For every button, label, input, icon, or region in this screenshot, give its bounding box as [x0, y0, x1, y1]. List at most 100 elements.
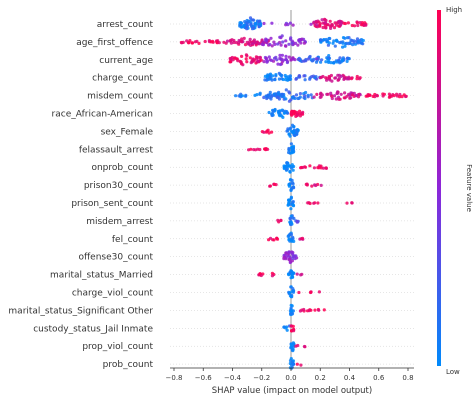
shap-point — [302, 41, 306, 45]
shap-point — [188, 39, 192, 43]
shap-point — [252, 58, 256, 62]
shap-point — [254, 43, 258, 47]
shap-point — [180, 41, 184, 45]
x-tick-label: −0.6 — [195, 374, 213, 382]
shap-point — [290, 309, 294, 313]
shap-point — [289, 295, 293, 299]
shap-point — [190, 41, 194, 45]
shap-point — [350, 201, 354, 205]
shap-point — [284, 58, 289, 62]
shap-point — [303, 165, 308, 169]
shap-point — [257, 42, 261, 46]
shap-point — [228, 60, 232, 64]
shap-point — [302, 96, 306, 100]
shap-point — [282, 325, 286, 329]
shap-point — [347, 57, 351, 61]
shap-point — [291, 200, 295, 204]
shap-point — [291, 349, 295, 353]
shap-point — [300, 236, 305, 240]
shap-point — [289, 269, 293, 273]
feature-label: custody_status_Jail Inmate — [33, 324, 153, 334]
shap-point — [247, 19, 251, 23]
shap-point — [312, 95, 316, 99]
shap-point — [262, 60, 266, 64]
shap-point — [256, 59, 260, 63]
shap-point — [337, 73, 341, 77]
shap-point — [253, 93, 257, 97]
shap-point — [287, 90, 291, 94]
shap-point — [345, 94, 349, 98]
shap-point — [234, 94, 238, 98]
shap-point — [284, 251, 288, 255]
shap-point — [324, 166, 328, 170]
shap-point — [284, 39, 288, 43]
shap-point — [331, 41, 335, 45]
shap-point — [275, 58, 279, 62]
feature-label: age_first_offence — [76, 38, 153, 48]
shap-point — [321, 166, 326, 170]
shap-point — [262, 130, 266, 134]
shap-point — [275, 236, 279, 240]
shap-point — [296, 343, 300, 348]
shap-point — [290, 95, 295, 99]
shap-point — [292, 186, 296, 190]
shap-point — [303, 78, 307, 82]
shap-point — [292, 125, 296, 129]
shap-point — [285, 328, 289, 332]
shap-point — [271, 109, 275, 113]
shap-point — [295, 272, 299, 276]
feature-label: arrest_count — [97, 20, 154, 30]
shap-point — [275, 95, 279, 99]
shap-point — [245, 60, 249, 64]
shap-point — [265, 96, 269, 101]
shap-point — [317, 20, 321, 24]
shap-point — [348, 93, 352, 97]
shap-point — [268, 184, 272, 188]
shap-point — [294, 93, 299, 97]
shap-point — [325, 92, 329, 96]
shap-point — [287, 254, 291, 258]
shap-point — [322, 308, 326, 312]
shap-point — [274, 55, 278, 60]
shap-point — [327, 54, 331, 58]
shap-point — [284, 44, 288, 48]
shap-point — [345, 201, 349, 205]
shap-point — [392, 94, 396, 98]
shap-point — [243, 20, 247, 24]
shap-point — [342, 21, 346, 25]
shap-point — [282, 166, 286, 171]
shap-point — [281, 77, 285, 82]
feature-label: marital_status_Married — [50, 271, 153, 281]
shap-point — [251, 18, 255, 22]
shap-point — [242, 23, 246, 27]
feature-label: marital_status_Significant Other — [8, 306, 153, 316]
shap-point — [302, 74, 306, 78]
shap-point — [293, 58, 297, 62]
shap-point — [298, 109, 302, 113]
shap-point — [299, 166, 303, 170]
shap-point — [291, 182, 295, 186]
shap-point — [390, 94, 394, 98]
shap-point — [328, 36, 332, 41]
shap-point — [287, 183, 291, 187]
shap-point — [309, 290, 313, 294]
shap-point — [269, 58, 273, 63]
shap-point — [328, 19, 332, 23]
shap-point — [225, 39, 230, 43]
shap-point — [310, 184, 314, 188]
colorbar-low-label: Low — [446, 368, 460, 376]
shap-point — [233, 56, 237, 60]
shap-point — [280, 53, 284, 57]
shap-point — [259, 58, 263, 62]
x-tick-label: 0.0 — [285, 374, 296, 382]
shap-point — [251, 42, 255, 46]
shap-point — [272, 238, 276, 242]
shap-point — [266, 74, 270, 78]
shap-point — [269, 36, 273, 40]
shap-point — [292, 329, 296, 333]
shap-point — [338, 56, 342, 60]
shap-point — [276, 218, 280, 222]
shap-point — [268, 90, 272, 94]
shap-point — [289, 195, 293, 199]
shap-point — [197, 41, 201, 46]
